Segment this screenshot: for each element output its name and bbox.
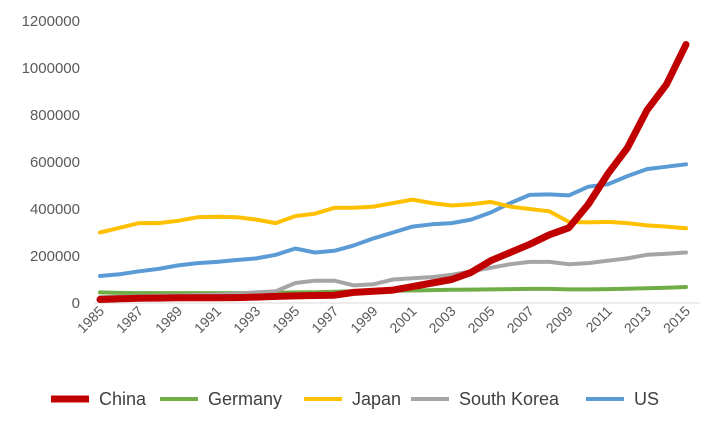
x-tick-label: 2005 (464, 303, 497, 336)
x-tick-label: 1991 (191, 303, 224, 336)
y-tick-label: 1000000 (22, 60, 80, 77)
x-tick-label: 2003 (425, 303, 458, 336)
x-axis-ticks: 1985 1987 1989 1991 1993 1995 1997 1999 2001 2003… (74, 303, 693, 336)
series-lines (96, 41, 690, 303)
x-tick-label: 2001 (386, 303, 419, 336)
legend: China Germany Japan South Korea US (51, 389, 659, 409)
legend-label-germany: Germany (208, 389, 282, 409)
x-tick-label: 1989 (152, 303, 185, 336)
legend-label-japan: Japan (352, 389, 401, 409)
y-tick-label: 400000 (30, 201, 80, 218)
x-tick-label: 2009 (543, 303, 576, 336)
x-tick-label: 1997 (308, 303, 341, 336)
series-line-us (98, 162, 688, 278)
legend-label-us: US (634, 389, 659, 409)
x-tick-label: 1987 (113, 303, 146, 336)
x-tick-label: 1999 (347, 303, 380, 336)
series-line-japan (98, 197, 688, 235)
x-tick-label: 1993 (230, 303, 263, 336)
y-tick-label: 200000 (30, 248, 80, 265)
x-tick-label: 2013 (621, 303, 654, 336)
y-axis-ticks: 0 200000 400000 600000 800000 1000000 1200000 (22, 13, 80, 312)
legend-label-south-korea: South Korea (459, 389, 560, 409)
series-line-china (96, 41, 690, 303)
y-tick-label: 600000 (30, 154, 80, 171)
y-tick-label: 1200000 (22, 13, 80, 30)
x-tick-label: 2015 (660, 303, 693, 336)
legend-label-china: China (99, 389, 147, 409)
x-tick-label: 2007 (504, 303, 537, 336)
y-tick-label: 0 (72, 295, 80, 312)
x-tick-label: 1995 (269, 303, 302, 336)
x-tick-label: 2011 (582, 303, 615, 336)
y-tick-label: 800000 (30, 107, 80, 124)
